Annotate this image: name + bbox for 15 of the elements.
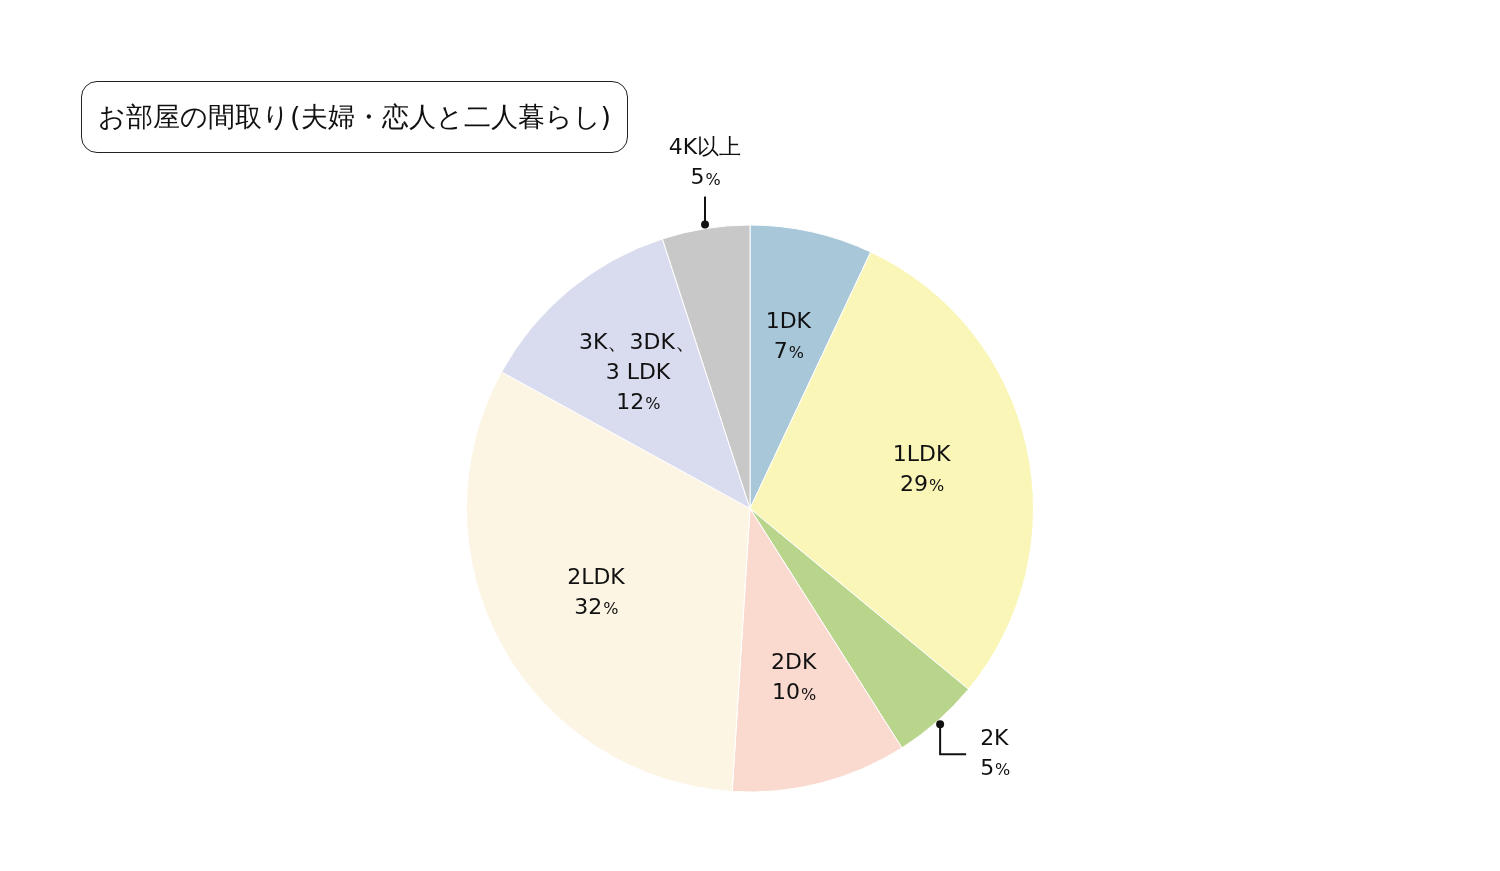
slice-label: 4K以上 <box>668 134 742 160</box>
data-label: 5% <box>980 754 1011 780</box>
data-label: 5% <box>690 164 721 190</box>
slice-label: 2DK <box>771 649 817 675</box>
slice-label: 1DK <box>765 307 812 333</box>
data-label: 29% <box>899 470 945 496</box>
data-label: 12% <box>616 388 661 414</box>
chart-title: お部屋の間取り(夫婦・恋人と二人暮らし) <box>81 81 629 153</box>
data-label: 7% <box>773 337 804 363</box>
data-label: 10% <box>772 679 817 705</box>
slice-label: 3K、3DK、3 LDK <box>579 328 697 384</box>
slice-label: 2K <box>980 724 1010 750</box>
slice-label: 2LDK <box>567 563 626 589</box>
slice-label: 1LDK <box>892 440 951 466</box>
data-label: 32% <box>574 593 619 619</box>
